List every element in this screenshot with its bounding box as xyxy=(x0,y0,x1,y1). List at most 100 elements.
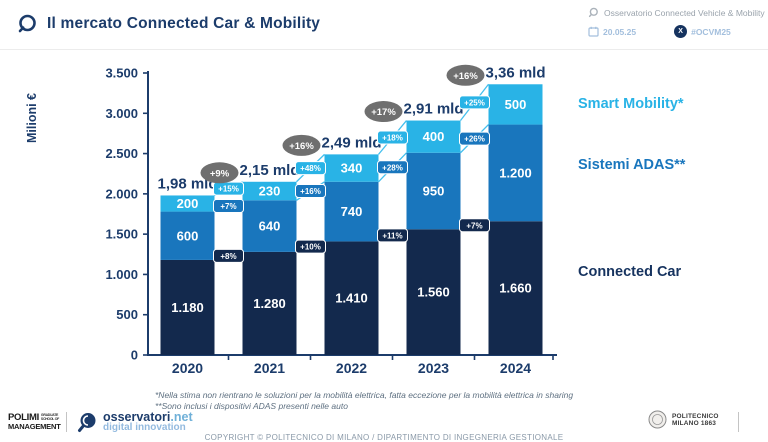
growth-badge xyxy=(377,228,408,243)
bar-segment-2021-connected-car xyxy=(242,251,297,355)
growth-badge-label: +16% xyxy=(300,187,321,196)
growth-badge-label: +26% xyxy=(464,135,485,144)
politecnico-logo: POLITECNICO MILANO 1863 xyxy=(648,410,719,429)
y-tick-label: 1.000 xyxy=(105,267,138,282)
bar-total-label: 2,49 mld xyxy=(321,134,381,151)
bar-segment-2024-sistemi-adas- xyxy=(488,124,543,222)
bar-value-label: 740 xyxy=(341,204,363,219)
growth-badge-label: +7% xyxy=(466,221,482,230)
x-tick-label: 2023 xyxy=(418,360,449,376)
x-tick-label: 2021 xyxy=(254,360,285,376)
bar-value-label: 600 xyxy=(177,228,199,243)
y-axis-title: Milioni € xyxy=(25,93,39,143)
growth-badge xyxy=(213,181,244,196)
osservatori-magnifier-icon xyxy=(78,413,96,432)
bar-segment-2020-smart-mobility- xyxy=(160,195,215,212)
growth-badge xyxy=(295,161,326,176)
growth-badge xyxy=(459,131,490,146)
footnote-2: **Sono inclusi i dispositivi ADAS presen… xyxy=(155,400,348,411)
total-growth-label: +16% xyxy=(289,141,314,152)
total-growth-badge xyxy=(446,64,485,86)
bar-value-label: 1.560 xyxy=(417,285,450,300)
growth-badge xyxy=(295,239,326,254)
bar-total-label: 2,91 mld xyxy=(403,101,463,118)
osservatori-logo-icon xyxy=(18,14,36,33)
bar-value-label: 950 xyxy=(423,184,445,199)
growth-badge-label: +25% xyxy=(464,98,485,107)
growth-badge xyxy=(213,248,244,263)
polimi-gsom-logo: POLIMI GRADUATE SCHOOL OF MANAGEMENT xyxy=(8,412,61,431)
bar-segment-2021-smart-mobility- xyxy=(242,181,297,201)
bar-value-label: 1.280 xyxy=(253,296,286,311)
bar-segment-2023-smart-mobility- xyxy=(406,120,461,153)
calendar-icon xyxy=(588,26,599,37)
osservatori-tagline: digital innovation xyxy=(103,422,186,433)
bar-value-label: 340 xyxy=(341,161,363,176)
bar-segment-2022-sistemi-adas- xyxy=(324,181,379,242)
bar-value-label: 1.410 xyxy=(335,291,368,306)
growth-badge-label: +28% xyxy=(382,163,403,172)
header: Il mercato Connected Car & Mobility Osse… xyxy=(0,0,768,50)
bar-segment-2022-smart-mobility- xyxy=(324,154,379,182)
page-title: Il mercato Connected Car & Mobility xyxy=(47,15,321,32)
bar-segment-2024-smart-mobility- xyxy=(488,84,543,125)
politecnico-seal-icon xyxy=(648,410,667,429)
x-tick-label: 2022 xyxy=(336,360,367,376)
osservatori-net-logo: osservatori.net digital innovation xyxy=(76,411,193,433)
footnotes: *Nella stima non rientrano le soluzioni … xyxy=(155,390,573,411)
bar-segment-2024-connected-car xyxy=(488,221,543,355)
x-tick-label: 2020 xyxy=(172,360,203,376)
copyright-line: COPYRIGHT © POLITECNICO DI MILANO / DIPA… xyxy=(204,433,564,442)
total-growth-badge xyxy=(364,101,403,123)
y-tick-label: 3.500 xyxy=(105,66,138,81)
date-label: 20.05.25 xyxy=(603,26,637,37)
total-growth-label: +9% xyxy=(210,168,230,179)
header-meta: Osservatorio Connected Vehicle & Mobilit… xyxy=(588,7,768,38)
footer-divider-left xyxy=(66,412,67,432)
growth-badge-label: +11% xyxy=(382,231,402,240)
legend-connected-car: Connected Car xyxy=(578,264,682,280)
legend-sistemi-adas: Sistemi ADAS** xyxy=(578,157,686,173)
bar-value-label: 230 xyxy=(259,184,281,199)
y-tick-label: 3.000 xyxy=(105,106,138,121)
y-tick-label: 1.500 xyxy=(105,227,138,242)
growth-badge xyxy=(295,184,326,199)
bar-total-label: 3,36 mld xyxy=(485,64,545,81)
bar-segment-2020-sistemi-adas- xyxy=(160,211,215,260)
x-social-icon: X xyxy=(674,25,688,38)
footer-divider-right xyxy=(738,412,739,432)
bar-total-label: 2,15 mld xyxy=(239,162,299,179)
observatory-name: Osservatorio Connected Vehicle & Mobilit… xyxy=(604,7,765,18)
growth-badge xyxy=(213,198,244,213)
growth-badge xyxy=(459,218,490,233)
total-growth-badge xyxy=(200,162,239,184)
y-tick-label: 0 xyxy=(131,348,138,363)
y-tick-label: 2.000 xyxy=(105,186,138,201)
growth-badge xyxy=(377,160,408,175)
bar-value-label: 640 xyxy=(259,219,281,234)
bar-value-label: 500 xyxy=(505,97,527,112)
x-tick-label: 2024 xyxy=(500,360,531,376)
bar-value-label: 1.180 xyxy=(171,300,204,315)
bar-value-label: 200 xyxy=(177,196,199,211)
total-growth-badge xyxy=(282,134,321,156)
growth-badge xyxy=(377,130,408,145)
total-growth-label: +16% xyxy=(453,71,478,82)
growth-badge-label: +7% xyxy=(220,202,236,211)
bar-value-label: 1.660 xyxy=(499,281,532,296)
bar-value-label: 1.200 xyxy=(499,165,532,180)
bar-total-label: 1,98 mld xyxy=(157,175,217,192)
total-growth-label: +17% xyxy=(371,107,396,118)
growth-badge xyxy=(459,95,490,110)
bar-segment-2022-connected-car xyxy=(324,241,379,355)
growth-badge-label: +8% xyxy=(220,252,236,261)
growth-badge-label: +10% xyxy=(300,243,321,252)
growth-badge-label: +18% xyxy=(382,133,403,142)
bar-segment-2023-sistemi-adas- xyxy=(406,152,461,230)
legend-smart-mobility: Smart Mobility* xyxy=(578,96,684,112)
bar-segment-2020-connected-car xyxy=(160,259,215,355)
hashtag-label: #OCVM25 xyxy=(691,26,731,37)
growth-badge-label: +15% xyxy=(218,185,239,194)
